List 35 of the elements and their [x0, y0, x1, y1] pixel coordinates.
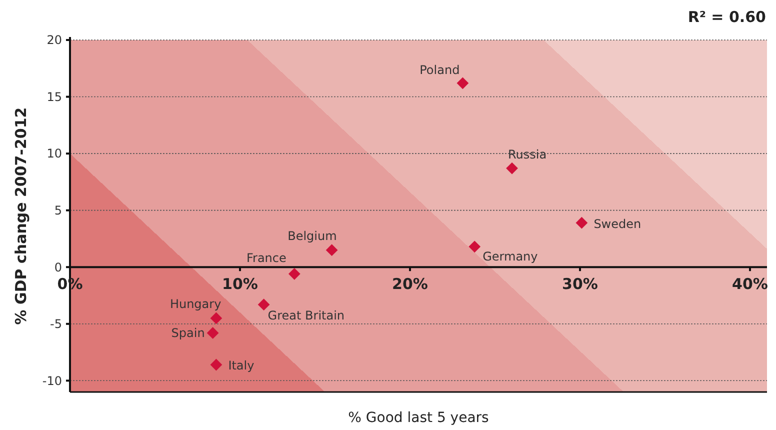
point	[456, 77, 469, 90]
annotation: Spain	[171, 326, 205, 340]
y-tick-label: -5	[50, 317, 62, 332]
x-tick-label: 40%	[732, 275, 768, 294]
y-tick-label: 10	[46, 146, 62, 161]
point	[210, 312, 222, 324]
annotation: Sweden	[594, 216, 642, 231]
y-tick-label: -10	[42, 374, 62, 388]
point	[506, 162, 518, 174]
point	[576, 216, 588, 229]
point	[468, 240, 481, 253]
x-tick-label: 10%	[222, 275, 258, 294]
annotation: Great Britain	[268, 308, 345, 323]
annotation: Italy	[228, 358, 254, 373]
annotation: Belgium	[288, 229, 337, 244]
point	[288, 268, 300, 280]
point	[326, 244, 338, 256]
y-axis-title: % GDP change 2007-2012	[12, 107, 30, 325]
annotation: Russia	[508, 147, 547, 162]
x-tick-label: 20%	[392, 275, 428, 294]
point	[258, 298, 270, 311]
annotation: Germany	[482, 250, 538, 264]
annotation: Hungary	[170, 297, 222, 312]
y-tick-label: 0	[54, 260, 62, 274]
y-tick-label: 15	[46, 90, 62, 104]
annotation: France	[246, 250, 286, 265]
point	[206, 327, 219, 339]
x-tick-label: 0%	[57, 275, 83, 294]
x-tick-label: 30%	[562, 275, 598, 294]
x-axis-title: % Good last 5 years	[348, 410, 489, 426]
y-tick-label: 5	[54, 204, 62, 218]
y-tick-label: 20	[46, 33, 62, 48]
annotation: Poland	[420, 63, 460, 78]
point	[210, 358, 222, 371]
text: R² = 0.60	[688, 8, 766, 26]
